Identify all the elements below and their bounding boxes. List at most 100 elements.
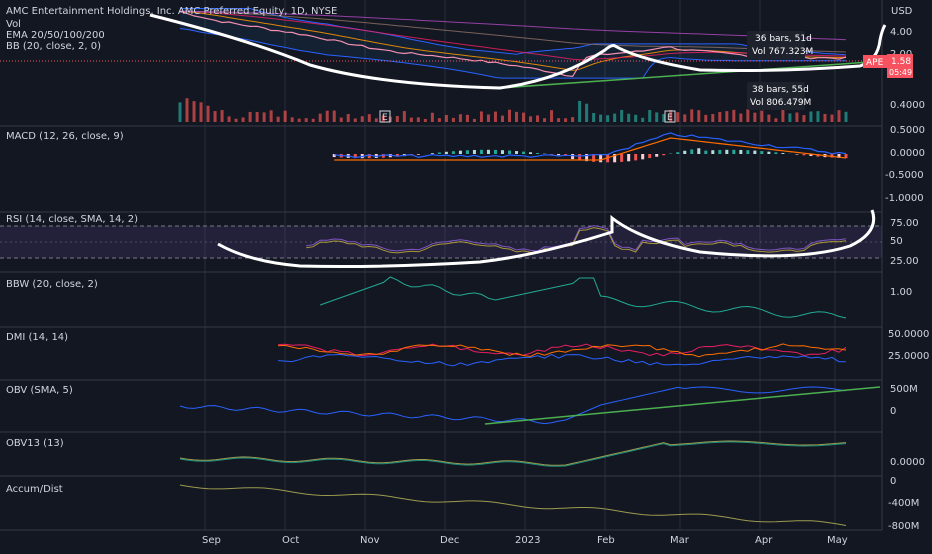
- volume-bar-64: [627, 114, 630, 122]
- macd-hist-49: [522, 152, 525, 154]
- volume-bar-26: [361, 116, 364, 122]
- callout-lower-line1: 38 bars, 55d: [752, 85, 809, 95]
- chart-title: AMC Entertainment Holdings, Inc. AMC Pre…: [6, 6, 337, 17]
- price-badge-countdown: 05:49: [889, 68, 912, 77]
- volume-bar-77: [718, 112, 721, 122]
- volume-bar-0: [179, 102, 182, 122]
- volume-bar-55: [564, 118, 567, 122]
- x-tick-sep: Sep: [202, 535, 221, 546]
- volume-bar-85: [774, 118, 777, 122]
- volume-bar-14: [277, 117, 280, 122]
- volume-bar-37: [438, 118, 441, 122]
- pane-label-macd: MACD (12, 26, close, 9): [6, 131, 124, 142]
- volume-bar-73: [690, 109, 693, 122]
- callout-lower[interactable]: 38 bars, 55d Vol 806.479M: [747, 82, 811, 110]
- volume-bar-36: [431, 113, 434, 122]
- volume-bar-8: [235, 119, 238, 122]
- macd-hist-48: [515, 151, 518, 154]
- volume-bar-12: [263, 112, 266, 122]
- volume-bar-42: [473, 119, 476, 122]
- macd-hist-44: [487, 150, 490, 154]
- volume-bar-57: [578, 101, 581, 122]
- volume-bar-16: [291, 117, 294, 122]
- y-tick-obv-500m: 500M: [890, 384, 918, 395]
- volume-bar-53: [550, 110, 553, 122]
- volume-bar-7: [228, 116, 231, 122]
- macd-hist-41: [466, 150, 469, 154]
- volume-bar-24: [347, 114, 350, 122]
- volume-bar-33: [410, 118, 413, 122]
- macd-hist-63: [620, 154, 623, 162]
- macd-hist-67: [648, 154, 651, 158]
- pane-label-dmi: DMI (14, 14): [6, 332, 68, 343]
- volume-bar-38: [445, 115, 448, 122]
- volume-bar-66: [641, 118, 644, 122]
- volume-bar-19: [312, 119, 315, 122]
- volume-bar-87: [788, 113, 791, 122]
- volume-bar-41: [466, 115, 469, 122]
- y-tick-rsi-75: 75.00: [890, 218, 919, 229]
- x-tick-oct: Oct: [282, 535, 299, 546]
- volume-bar-4: [207, 106, 210, 122]
- volume-bar-49: [522, 113, 525, 122]
- volume-bar-59: [592, 113, 595, 122]
- macd-hist-39: [452, 151, 455, 154]
- macd-hist-81: [746, 150, 749, 154]
- macd-hist-88: [795, 154, 798, 155]
- volume-bar-52: [543, 118, 546, 122]
- y-tick-macd-05: 0.5000: [890, 125, 925, 136]
- y-tick-price-04: 0.4000: [890, 100, 925, 111]
- volume-bar-48: [515, 112, 518, 122]
- x-tick-may: May: [827, 535, 848, 546]
- macd-hist-65: [634, 154, 637, 160]
- x-tick-nov: Nov: [360, 535, 380, 546]
- volume-bar-58: [585, 104, 588, 122]
- volume-bar-15: [284, 111, 287, 122]
- volume-bar-6: [221, 110, 224, 122]
- volume-bar-11: [256, 112, 259, 122]
- volume-bar-71: [676, 112, 679, 122]
- macd-hist-42: [473, 150, 476, 154]
- volume-bar-62: [613, 114, 616, 122]
- macd-hist-64: [627, 154, 630, 161]
- macd-hist-79: [732, 150, 735, 154]
- volume-bar-79: [732, 110, 735, 122]
- volume-bar-35: [424, 119, 427, 122]
- macd-hist-37: [438, 152, 441, 154]
- volume-bar-84: [767, 115, 770, 122]
- volume-bar-25: [354, 118, 357, 122]
- volume-bar-45: [494, 112, 497, 122]
- volume-bar-47: [508, 110, 511, 122]
- earnings-letter-1: E: [382, 113, 388, 123]
- volume-bar-81: [746, 109, 749, 122]
- volume-bar-78: [725, 111, 728, 122]
- callout-lower-line2: Vol 806.479M: [750, 98, 811, 108]
- volume-bar-17: [298, 119, 301, 122]
- macd-hist-73: [690, 149, 693, 154]
- legend-bb: BB (20, close, 2, 0): [6, 41, 101, 52]
- callout-upper[interactable]: 36 bars, 51d Vol 767.323M: [747, 31, 813, 59]
- y-tick-price-4: 4.00: [890, 27, 912, 38]
- macd-hist-78: [725, 150, 728, 154]
- volume-bar-74: [697, 110, 700, 122]
- volume-bar-65: [634, 115, 637, 122]
- volume-bar-92: [823, 114, 826, 122]
- volume-bar-95: [845, 112, 848, 122]
- macd-hist-74: [697, 148, 700, 154]
- y-tick-accum-0: 0: [890, 476, 896, 487]
- macd-hist-50: [529, 152, 532, 154]
- macd-hist-83: [760, 151, 763, 154]
- macd-hist-85: [774, 152, 777, 154]
- y-tick-bbw-1: 1.00: [890, 287, 912, 298]
- volume-bar-44: [487, 114, 490, 122]
- volume-bar-68: [655, 112, 658, 122]
- macd-hist-72: [683, 151, 686, 154]
- x-tick-feb: Feb: [597, 535, 615, 546]
- macd-hist-66: [641, 154, 644, 159]
- x-tick-dec: Dec: [440, 535, 459, 546]
- volume-bar-94: [837, 110, 840, 122]
- volume-bar-86: [781, 109, 784, 122]
- earnings-letter-2: E: [667, 113, 673, 123]
